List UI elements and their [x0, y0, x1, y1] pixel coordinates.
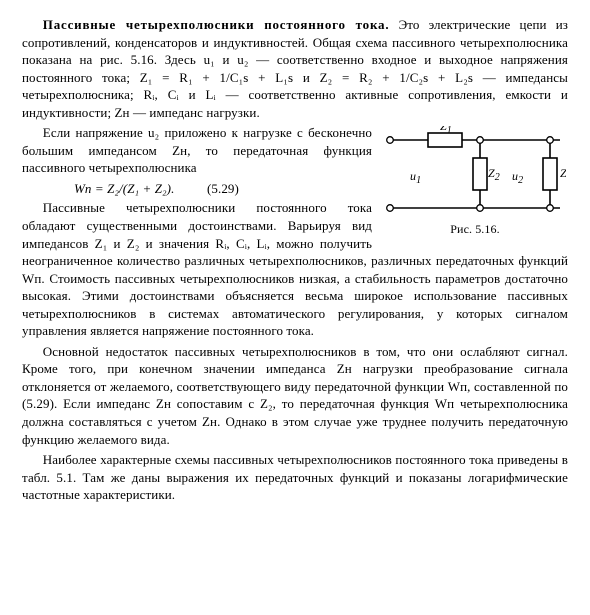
para-5: Наиболее характерные схемы пассивных чет…	[22, 451, 568, 504]
svg-text:Z1: Z1	[440, 126, 452, 136]
figure-caption: Рис. 5.16.	[382, 221, 568, 237]
equation-number: (5.29)	[174, 180, 239, 198]
figure-5-16: Z1 Z2 u1 u2 Zн Рис. 5.16.	[382, 126, 568, 237]
para-1: Пассивные четырехполюсники постоянного т…	[22, 16, 568, 121]
svg-text:Z2: Z2	[488, 166, 500, 183]
equation-5-29: Wп = Z₂/(Z₁ + Z₂). (5.29)	[22, 180, 372, 198]
svg-text:Zн: Zн	[560, 166, 566, 183]
para-1-text: Это электрические цепи из сопротивлений,…	[22, 17, 568, 120]
section-heading: Пассивные четырехполюсники постоянного т…	[43, 17, 390, 32]
circuit-diagram: Z1 Z2 u1 u2 Zн	[384, 126, 566, 218]
equation-formula: Wп = Z₂/(Z₁ + Z₂).	[22, 180, 174, 198]
svg-text:u1: u1	[410, 169, 421, 186]
svg-text:u2: u2	[512, 169, 523, 186]
para-4: Основной недостаток пассивных четырехпол…	[22, 343, 568, 448]
